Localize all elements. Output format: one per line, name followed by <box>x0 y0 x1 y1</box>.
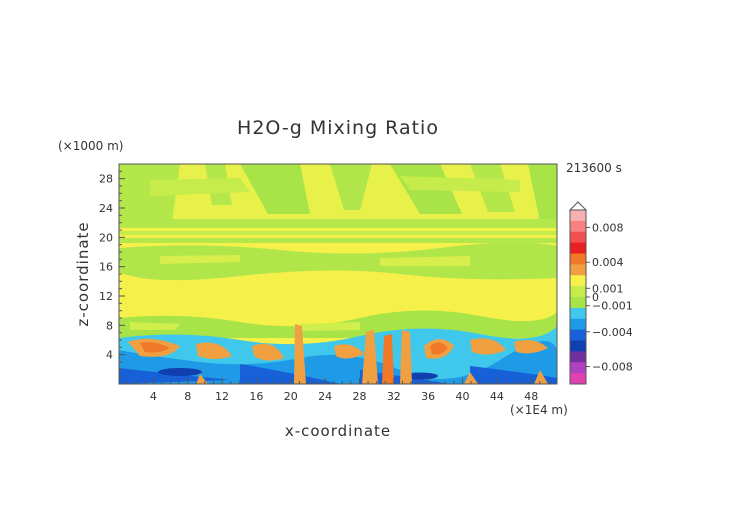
colorbar-label: −0.008 <box>592 361 633 374</box>
x-axis-label: x-coordinate <box>285 422 391 440</box>
colorbar-segment <box>570 286 586 298</box>
colorbar-segment <box>570 220 586 233</box>
colorbar-top-arrow <box>568 201 588 211</box>
colorbar-segment <box>570 362 586 374</box>
x-axis-ticks: 4 8 12 16 20 24 28 32 36 40 44 48 <box>127 378 549 403</box>
x-tick-label: 8 <box>184 390 191 403</box>
x-tick-label: 4 <box>150 390 157 403</box>
x-tick-label: 40 <box>456 390 470 403</box>
y-tick-label: 4 <box>106 349 113 362</box>
colorbar-label: 0.004 <box>592 256 624 269</box>
y-tick-label: 28 <box>99 173 113 186</box>
time-label: 213600 s <box>566 161 622 175</box>
x-tick-label: 44 <box>490 390 504 403</box>
colorbar-segment <box>570 351 586 363</box>
x-tick-label: 32 <box>387 390 401 403</box>
y-tick-label: 12 <box>99 290 113 303</box>
plot-area <box>119 164 557 384</box>
colorbar-segment <box>570 210 586 222</box>
x-tick-label: 12 <box>215 390 229 403</box>
x-tick-label: 24 <box>318 390 332 403</box>
moist-pockets <box>128 324 548 384</box>
y-axis-ticks: 4 8 12 16 20 24 28 <box>99 170 125 378</box>
colorbar-segment <box>570 231 586 244</box>
y-axis-label: z-coordinate <box>74 221 92 326</box>
colorbar-label: 0.008 <box>592 221 624 234</box>
colorbar-segment <box>570 329 586 341</box>
x-unit-label: (×1E4 m) <box>510 403 568 417</box>
x-tick-label: 48 <box>524 390 538 403</box>
colorbar-label: −0.004 <box>592 326 633 339</box>
colorbar-label: 0.001 <box>592 282 624 295</box>
colorbar-segment <box>570 373 586 385</box>
colorbar-segment <box>570 340 586 352</box>
colorbar-segment <box>570 242 586 254</box>
y-tick-label: 20 <box>99 231 113 244</box>
colorbar-label: −0.001 <box>592 300 633 313</box>
upper-region <box>119 164 557 222</box>
colorbar-segment <box>570 318 586 331</box>
x-tick-label: 16 <box>249 390 263 403</box>
x-tick-label: 28 <box>352 390 366 403</box>
colorbar-label: 0 <box>592 291 599 304</box>
band-20-22 <box>119 219 557 228</box>
x-tick-label: 20 <box>284 390 298 403</box>
colorbar-segment <box>570 307 586 320</box>
colorbar-segment <box>570 275 586 287</box>
chart-title: H2O-g Mixing Ratio <box>237 117 439 139</box>
colorbar-segment <box>570 264 586 276</box>
colorbar-segment <box>570 297 586 309</box>
y-unit-label: (×1000 m) <box>58 139 123 153</box>
x-tick-label: 36 <box>421 390 435 403</box>
y-tick-label: 24 <box>99 202 113 215</box>
y-tick-label: 8 <box>106 319 113 332</box>
colorbar-segment <box>570 253 586 265</box>
band-16-19 <box>119 242 557 281</box>
y-tick-label: 16 <box>99 261 113 274</box>
